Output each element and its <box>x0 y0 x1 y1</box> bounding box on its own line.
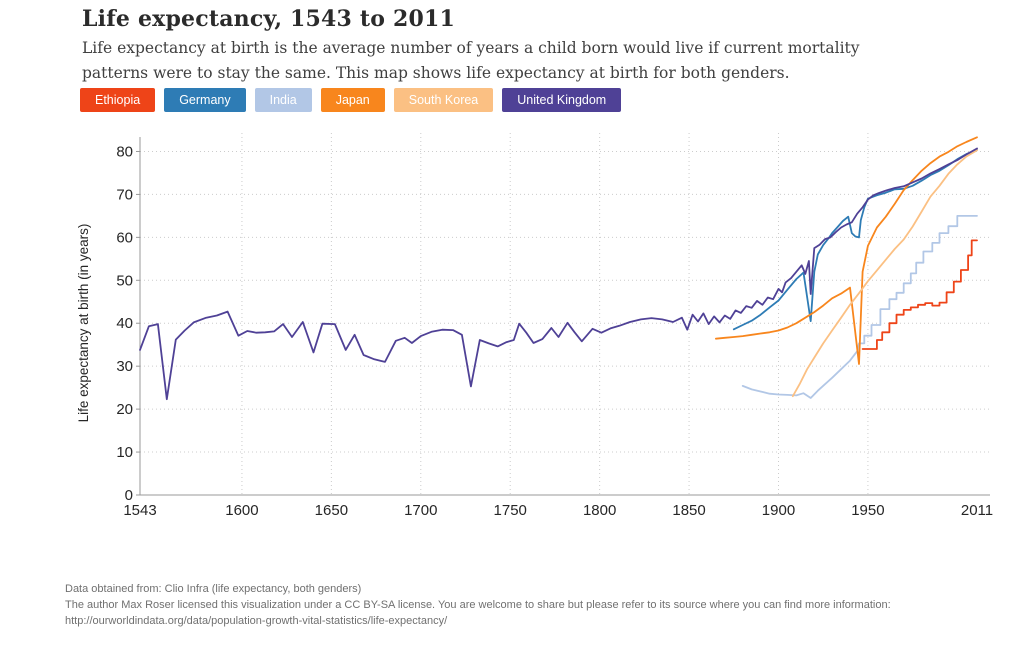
y-tick-label: 70 <box>116 186 133 203</box>
x-tick-label: 1700 <box>404 502 437 519</box>
chart-canvas: 0 10 20 30 40 50 60 70 80 1543 1600 1650 1700 1750 180… <box>76 133 993 519</box>
page-title: Life expectancy, 1543 to 2011 <box>82 6 456 32</box>
x-tick-label: 1850 <box>672 502 705 519</box>
y-tick-label: 10 <box>116 444 133 461</box>
footer-license: The author Max Roser licensed this visua… <box>65 599 891 611</box>
x-tick-label: 1800 <box>583 502 616 519</box>
legend-item-ethiopia[interactable]: Ethiopia <box>80 88 156 112</box>
x-tick-label: 2011 <box>961 502 993 519</box>
x-tick-label: 1950 <box>851 502 884 519</box>
chart-footer: Data obtained from: Clio Infra (life exp… <box>65 582 891 630</box>
series-line-japan <box>715 136 978 365</box>
series-line-germany <box>732 148 978 331</box>
x-tick-label: 1543 <box>123 502 156 519</box>
y-tick-label: 30 <box>116 358 133 375</box>
x-tick-label: 1600 <box>225 502 258 519</box>
y-tick-label: 80 <box>116 143 133 160</box>
x-tick-label: 1900 <box>762 502 795 519</box>
legend-item-japan[interactable]: Japan <box>320 88 385 112</box>
y-tick-label: 40 <box>116 315 133 332</box>
legend-item-south-korea[interactable]: South Korea <box>393 88 494 112</box>
footer-url: http://ourworldindata.org/data/populatio… <box>65 615 448 627</box>
y-tick-label: 60 <box>116 229 133 246</box>
x-tick-label: 1650 <box>315 502 348 519</box>
series-line-india <box>741 215 978 399</box>
legend: Ethiopia Germany India Japan South Korea Unit… <box>80 88 622 112</box>
series-line-ethiopia <box>861 239 978 350</box>
y-axis-title: Life expectancy at birth (in years) <box>76 224 91 423</box>
y-tick-label: 50 <box>116 272 133 289</box>
legend-item-united-kingdom[interactable]: United Kingdom <box>502 88 622 112</box>
series-line-south-korea <box>791 149 978 398</box>
footer-source: Data obtained from: Clio Infra (life exp… <box>65 583 362 595</box>
chart-subtitle: Life expectancy at birth is the average … <box>82 39 860 83</box>
y-tick-label: 0 <box>125 487 133 504</box>
x-tick-label: 1750 <box>494 502 527 519</box>
y-tick-label: 20 <box>116 401 133 418</box>
legend-item-germany[interactable]: Germany <box>164 88 246 112</box>
legend-item-india[interactable]: India <box>254 88 312 112</box>
series-line-united-kingdom <box>139 147 978 401</box>
